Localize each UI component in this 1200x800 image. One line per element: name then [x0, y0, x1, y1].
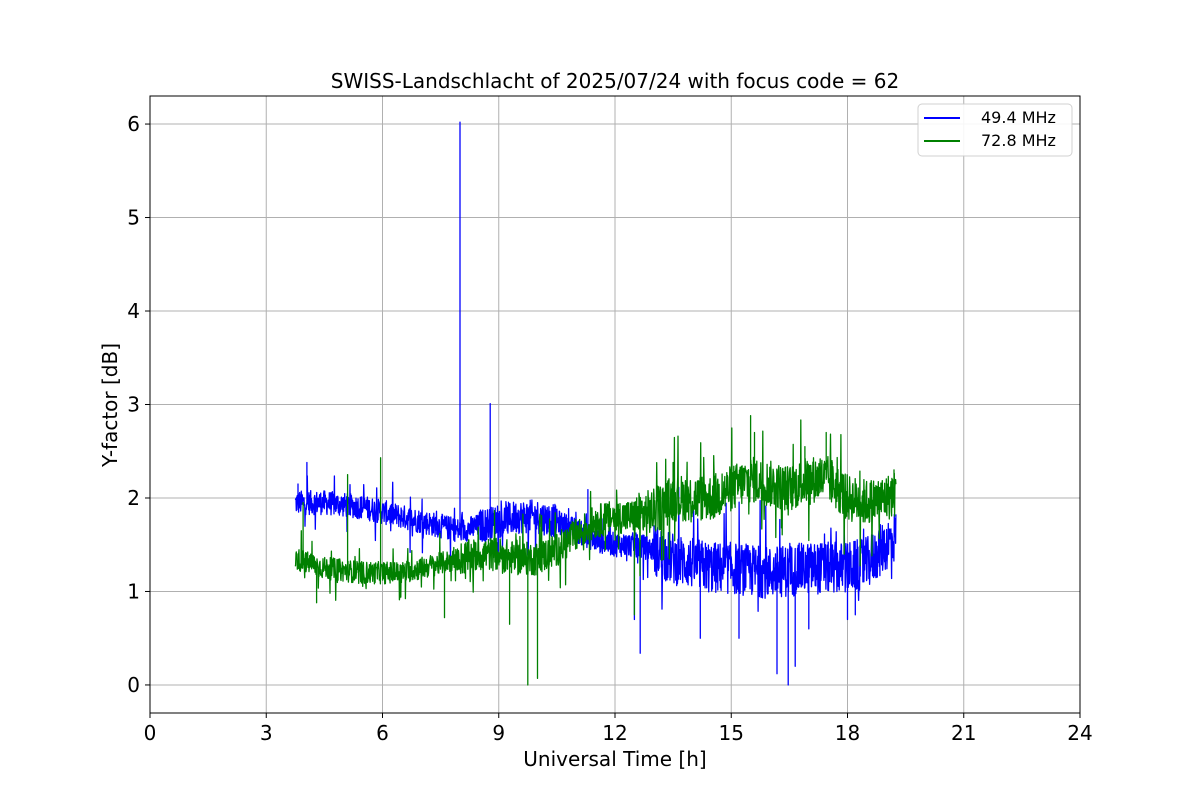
x-tick-label: 15	[719, 721, 744, 745]
x-tick-label: 3	[260, 721, 273, 745]
series-49-4-mhz	[294, 121, 897, 686]
legend: 49.4 MHz 72.8 MHz	[917, 103, 1073, 157]
legend-label-49-4-mhz: 49.4 MHz	[981, 108, 1056, 127]
x-axis-label: Universal Time [h]	[523, 747, 706, 771]
x-tick-label: 24	[1067, 721, 1092, 745]
series-72-8-mhz	[294, 415, 897, 686]
y-tick-label: 3	[127, 393, 140, 417]
y-tick-label: 2	[127, 486, 140, 510]
x-tick-label: 21	[951, 721, 976, 745]
x-tick-label: 0	[144, 721, 157, 745]
x-tick-label: 18	[835, 721, 860, 745]
legend-label-72-8-mhz: 72.8 MHz	[981, 131, 1056, 150]
series-layer	[294, 121, 897, 686]
y-axis-label: Y-factor [dB]	[98, 343, 122, 468]
chart-title: SWISS-Landschlacht of 2025/07/24 with fo…	[331, 69, 899, 93]
x-tick-label: 9	[492, 721, 505, 745]
x-tick-label: 12	[602, 721, 627, 745]
y-tick-label: 5	[127, 206, 140, 230]
y-tick-label: 4	[127, 299, 140, 323]
y-tick-label: 6	[127, 112, 140, 136]
x-tick-label: 6	[376, 721, 389, 745]
y-tick-label: 1	[127, 579, 140, 603]
y-tick-label: 0	[127, 673, 140, 697]
